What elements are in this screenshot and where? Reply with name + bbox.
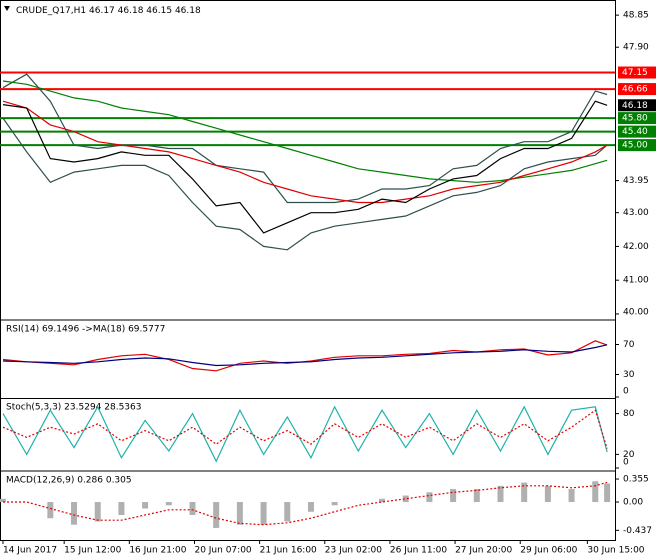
series-line (2, 409, 608, 449)
y-tick-label: 43.00 (623, 208, 649, 218)
y-tick-label: 70 (623, 340, 635, 350)
level-tag (618, 83, 656, 96)
y-tick-label: 0 (623, 387, 629, 397)
level-label: 47.15 (622, 68, 648, 78)
histogram-bar (450, 489, 457, 503)
histogram-bar (142, 502, 149, 509)
low: 46.15 (146, 6, 172, 16)
x-tick-label: 14 Jun 2017 (3, 546, 57, 556)
level-tag (618, 125, 656, 138)
open: 46.17 (89, 6, 115, 16)
y-tick-label: 47.90 (623, 43, 649, 53)
histogram-bar (568, 489, 575, 503)
x-tick-label: 16 Jun 21:00 (129, 546, 186, 556)
last-price-tag (618, 99, 656, 112)
close: 46.18 (175, 6, 201, 16)
level-tag (618, 139, 656, 152)
x-tick-label: 30 Jun 15:00 (587, 546, 644, 556)
series-line (2, 344, 608, 367)
chart-header: CRUDE_Q17,H1 46.17 46.18 46.15 46.18 (16, 6, 201, 16)
series-line (2, 340, 608, 372)
level-label: 46.66 (622, 85, 648, 95)
x-tick-label: 26 Jun 11:00 (390, 546, 447, 556)
series-line (2, 100, 608, 234)
histogram-bar (521, 482, 528, 503)
x-tick-label: 27 Jun 20:00 (455, 546, 512, 556)
series-line (2, 100, 608, 204)
y-tick-label: 0 (623, 458, 629, 468)
y-tick-label: 42.00 (623, 242, 649, 252)
panel-title: RSI(14) 69.1496 ->MA(18) 69.5777 (6, 325, 165, 335)
y-tick-label: 20 (623, 450, 635, 460)
histogram-bar (307, 502, 314, 512)
histogram-bar (331, 502, 338, 506)
menu-arrow (4, 6, 10, 11)
histogram-bar (604, 483, 611, 503)
y-tick-label: 0.355 (623, 475, 649, 485)
histogram-bar (473, 489, 480, 503)
histogram-bar (94, 502, 101, 522)
histogram-bar (189, 502, 196, 515)
symbol: CRUDE_Q17,H1 (16, 6, 86, 16)
histogram-bar (497, 485, 504, 503)
level-tag (618, 66, 656, 79)
y-tick-label: 0.00 (623, 498, 643, 508)
y-tick-label: 48.85 (623, 11, 649, 21)
panel-title: Stoch(5,3,3) 23.5294 28.5363 (6, 403, 141, 413)
histogram-bar (426, 492, 433, 503)
y-tick-label: 30 (623, 370, 635, 380)
last-price-label: 46.18 (622, 101, 648, 111)
series-line (2, 405, 608, 463)
y-tick-label: 43.95 (623, 176, 649, 186)
level-label: 45.40 (622, 127, 648, 137)
high: 46.18 (118, 6, 144, 16)
histogram-bar (592, 481, 599, 503)
histogram-bar (165, 502, 172, 506)
level-tag (618, 112, 656, 125)
histogram-bar (402, 495, 409, 503)
histogram-bar (284, 502, 291, 522)
histogram-bar (260, 502, 267, 525)
x-tick-label: 21 Jun 16:00 (260, 546, 317, 556)
x-tick-label: 20 Jun 07:00 (194, 546, 251, 556)
series-line (3, 481, 608, 526)
x-tick-label: 15 Jun 12:00 (64, 546, 121, 556)
x-tick-label: 23 Jun 02:00 (325, 546, 382, 556)
histogram-bar (544, 485, 551, 503)
level-label: 45.80 (622, 114, 648, 124)
histogram-bar (213, 502, 220, 528)
series-line (2, 73, 608, 204)
y-tick-label: 41.00 (623, 276, 649, 286)
level-label: 45.00 (622, 141, 648, 151)
histogram-bar (71, 502, 78, 525)
y-tick-label: 80 (623, 409, 635, 419)
histogram-bar (0, 498, 6, 503)
y-tick-label: -0.437 (623, 526, 652, 536)
histogram-bar (379, 498, 386, 503)
histogram-bar (47, 502, 54, 519)
histogram-bar (118, 502, 125, 515)
series-line (2, 117, 608, 251)
histogram-bar (236, 502, 243, 525)
y-tick-label: 40.00 (623, 308, 649, 318)
panel-title: MACD(12,26,9) 0.286 0.305 (6, 476, 132, 486)
frame (0, 0, 616, 541)
x-tick-label: 29 Jun 06:00 (520, 546, 577, 556)
